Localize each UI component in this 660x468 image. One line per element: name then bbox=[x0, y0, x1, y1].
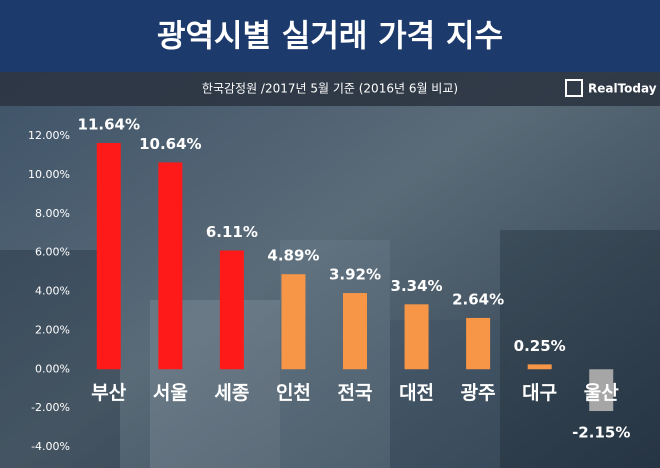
chart-subtitle: 한국감정원 /2017년 5월 기준 (2016년 6월 비교) bbox=[202, 82, 458, 96]
bar bbox=[404, 304, 429, 370]
bar bbox=[527, 364, 552, 370]
bar bbox=[96, 142, 121, 370]
x-tick-label: 세종 bbox=[214, 382, 249, 404]
x-tick-label: 광주 bbox=[461, 382, 496, 404]
y-tick-label: -2.00% bbox=[31, 401, 70, 414]
value-label: 2.64% bbox=[452, 290, 504, 308]
value-label: -2.15% bbox=[572, 424, 630, 442]
y-tick-label: -4.00% bbox=[31, 440, 70, 453]
bar bbox=[589, 369, 614, 412]
x-tick-label: 부산 bbox=[91, 382, 126, 404]
y-tick-label: 2.00% bbox=[35, 323, 70, 336]
x-tick-label: 서울 bbox=[153, 382, 188, 404]
x-tick-label: 대전 bbox=[399, 382, 434, 404]
value-label: 6.11% bbox=[206, 223, 258, 241]
value-label: 11.64% bbox=[78, 115, 140, 133]
subtitle-bar bbox=[0, 72, 660, 106]
value-label: 3.34% bbox=[391, 277, 443, 295]
bar bbox=[343, 293, 367, 370]
value-label: 3.92% bbox=[329, 266, 381, 284]
value-label: 0.25% bbox=[514, 337, 566, 355]
x-tick-label: 대구 bbox=[522, 382, 557, 404]
y-tick-label: 0.00% bbox=[35, 362, 70, 375]
y-tick-label: 12.00% bbox=[28, 129, 70, 142]
bar bbox=[219, 250, 244, 370]
title-bar bbox=[0, 0, 660, 72]
y-tick-label: 4.00% bbox=[35, 285, 70, 298]
bar bbox=[466, 317, 491, 370]
y-tick-label: 10.00% bbox=[28, 168, 70, 181]
x-tick-label: 인천 bbox=[276, 382, 311, 404]
y-tick-label: 8.00% bbox=[35, 207, 70, 220]
logo-icon bbox=[565, 79, 583, 97]
bar bbox=[281, 274, 306, 370]
x-tick-label: 울산 bbox=[584, 382, 619, 404]
y-tick-label: 6.00% bbox=[35, 246, 70, 259]
value-label: 10.64% bbox=[139, 135, 201, 153]
x-tick-label: 전국 bbox=[338, 382, 373, 404]
logo: RealToday bbox=[588, 82, 657, 96]
chart-title: 광역시별 실거래 가격 지수 bbox=[157, 19, 503, 55]
bar bbox=[158, 162, 183, 370]
value-label: 4.89% bbox=[267, 247, 319, 265]
